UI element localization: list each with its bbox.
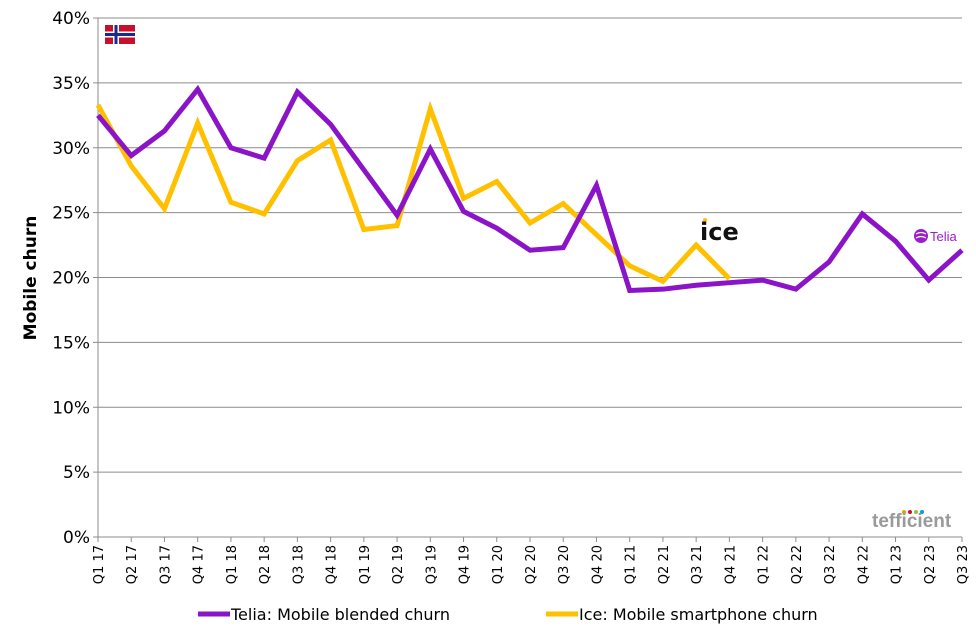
telia-logo-icon: Telia (914, 229, 958, 244)
y-tick-label: 20% (52, 269, 90, 289)
legend-item-ice: Ice: Mobile smartphone churn (546, 605, 818, 624)
y-tick-label: 15% (52, 333, 90, 353)
x-tick-label: Q1 18 (225, 545, 240, 584)
x-tick-label: Q3 17 (158, 545, 173, 584)
y-tick-label: 35% (52, 74, 90, 94)
x-tick-label: Q2 17 (125, 545, 140, 584)
x-tick-label: Q2 19 (391, 545, 406, 584)
x-tick-label: Q3 23 (956, 545, 971, 584)
y-tick-label: 0% (63, 528, 90, 548)
x-tick-label: Q1 19 (358, 545, 373, 584)
x-tick-label: Q4 20 (590, 545, 605, 584)
x-tick-label: Q3 20 (557, 545, 572, 584)
x-tick-label: Q3 22 (823, 545, 838, 584)
legend-label: Telia: Mobile blended churn (230, 605, 450, 624)
x-tick-label: Q3 18 (291, 545, 306, 584)
x-tick-label: Q2 20 (524, 545, 539, 584)
norway-flag-icon (105, 25, 135, 44)
x-tick-label: Q4 18 (325, 545, 340, 584)
x-tick-label: Q1 20 (491, 545, 506, 584)
gridlines (98, 17, 962, 538)
ice-logo-text: ice (700, 218, 739, 246)
y-axis: 0% 5% 10% 15% 20% 25% 30% 35% 40% (52, 9, 99, 548)
x-tick-label: Q2 22 (790, 545, 805, 584)
y-tick-label: 25% (52, 204, 90, 224)
series-lines (95, 84, 964, 294)
x-tick-label: Q1 23 (890, 545, 905, 584)
y-tick-label: 30% (52, 139, 90, 159)
x-tick-label: Q2 21 (657, 545, 672, 584)
legend: Telia: Mobile blended churn Ice: Mobile s… (198, 605, 818, 624)
x-tick-label: Q4 22 (856, 545, 871, 584)
ice-logo-icon: ice (700, 218, 739, 246)
x-tick-label: Q3 21 (690, 545, 705, 584)
legend-label: Ice: Mobile smartphone churn (579, 605, 818, 624)
y-tick-label: 5% (63, 463, 90, 483)
x-tick-label: Q4 21 (723, 545, 738, 584)
legend-item-telia: Telia: Mobile blended churn (198, 605, 450, 624)
x-tick-label: Q3 19 (424, 545, 439, 584)
x-tick-label: Q1 21 (624, 545, 639, 584)
tefficient-logo-icon: tefficient (872, 510, 952, 532)
x-tick-label: Q1 17 (92, 545, 107, 584)
series-line-telia (96, 84, 964, 294)
y-tick-label: 40% (52, 9, 90, 29)
x-tick-label: Q4 17 (192, 545, 207, 584)
y-tick-label: 10% (52, 398, 90, 418)
series-line-ice (95, 100, 732, 285)
x-axis: Q1 17 Q2 17 Q3 17 Q4 17 Q1 18 Q2 18 Q3 18 Q4 18… (92, 536, 971, 584)
x-tick-label: Q2 23 (923, 545, 938, 584)
telia-logo-text: Telia (930, 229, 958, 244)
x-tick-label: Q2 18 (258, 545, 273, 584)
x-tick-label: Q4 19 (458, 545, 473, 584)
x-tick-label: Q1 22 (757, 545, 772, 584)
tefficient-logo-text: tefficient (872, 511, 952, 532)
y-axis-label: Mobile churn (21, 216, 41, 341)
